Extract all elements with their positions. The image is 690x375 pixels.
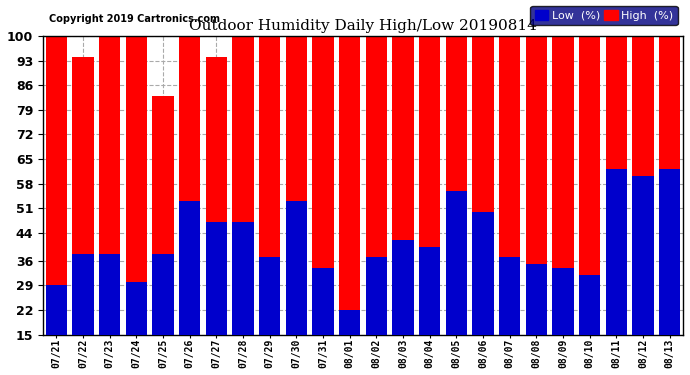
Bar bbox=[233, 33, 254, 334]
Bar bbox=[606, 170, 627, 334]
Bar bbox=[526, 0, 547, 334]
Bar bbox=[393, 240, 414, 334]
Bar bbox=[419, 0, 440, 334]
Bar bbox=[152, 96, 174, 334]
Bar bbox=[313, 268, 334, 334]
Bar bbox=[99, 0, 120, 334]
Bar bbox=[366, 257, 387, 334]
Bar bbox=[46, 0, 67, 334]
Bar bbox=[632, 177, 653, 334]
Bar bbox=[259, 257, 280, 334]
Bar bbox=[72, 254, 94, 334]
Title: Outdoor Humidity Daily High/Low 20190814: Outdoor Humidity Daily High/Low 20190814 bbox=[189, 20, 537, 33]
Bar bbox=[579, 0, 600, 334]
Bar bbox=[259, 33, 280, 334]
Bar bbox=[579, 275, 600, 334]
Bar bbox=[553, 29, 573, 334]
Bar bbox=[606, 0, 627, 334]
Bar bbox=[233, 222, 254, 334]
Bar bbox=[99, 254, 120, 334]
Bar bbox=[553, 268, 573, 334]
Bar bbox=[286, 33, 307, 334]
Bar bbox=[46, 285, 67, 334]
Bar bbox=[419, 247, 440, 334]
Bar bbox=[72, 57, 94, 334]
Bar bbox=[152, 254, 174, 334]
Bar bbox=[179, 0, 200, 334]
Bar bbox=[499, 0, 520, 334]
Bar bbox=[632, 0, 653, 334]
Bar bbox=[179, 201, 200, 334]
Bar bbox=[366, 1, 387, 334]
Bar bbox=[393, 8, 414, 334]
Bar bbox=[499, 257, 520, 334]
Bar bbox=[446, 190, 467, 334]
Bar bbox=[339, 310, 360, 334]
Bar bbox=[526, 264, 547, 334]
Bar bbox=[659, 170, 680, 334]
Bar bbox=[473, 211, 493, 334]
Text: Copyright 2019 Cartronics.com: Copyright 2019 Cartronics.com bbox=[49, 14, 220, 24]
Bar bbox=[339, 0, 360, 334]
Bar bbox=[313, 0, 334, 334]
Legend: Low  (%), High  (%): Low (%), High (%) bbox=[531, 6, 678, 26]
Bar bbox=[286, 201, 307, 334]
Bar bbox=[206, 57, 227, 334]
Bar bbox=[126, 282, 147, 334]
Bar bbox=[659, 0, 680, 334]
Bar bbox=[126, 0, 147, 334]
Bar bbox=[446, 0, 467, 334]
Bar bbox=[206, 222, 227, 334]
Bar bbox=[473, 0, 493, 334]
